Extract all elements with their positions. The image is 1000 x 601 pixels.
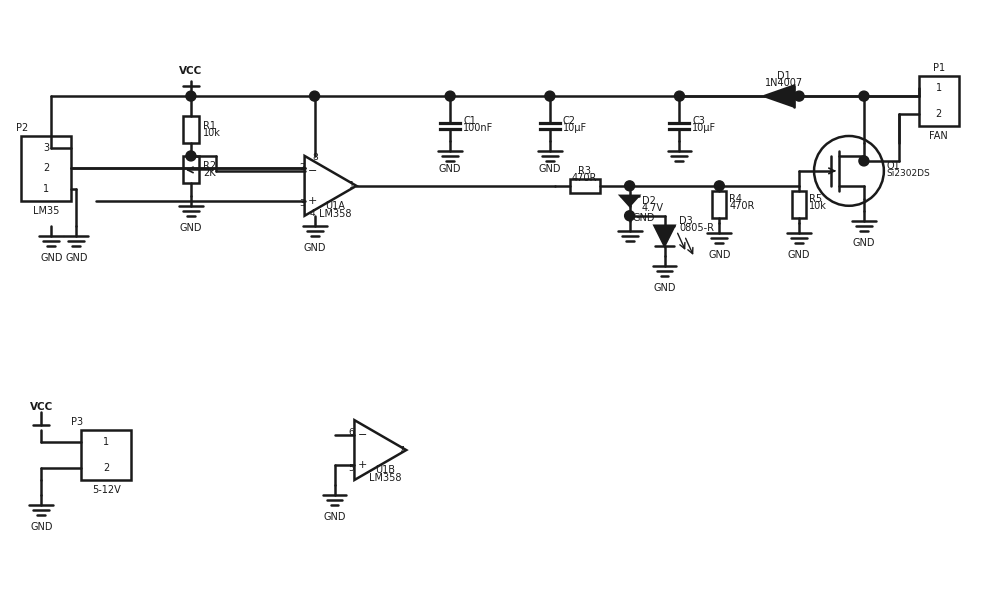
Bar [81,430,131,480]
Text: GND: GND [539,164,561,174]
Text: 470R: 470R [729,201,755,211]
Text: 4: 4 [310,209,315,218]
Text: U1A: U1A [326,201,345,211]
Text: LM35: LM35 [33,206,60,216]
Text: C3: C3 [692,116,705,126]
Text: GND: GND [788,249,810,260]
Circle shape [794,91,804,101]
Bar [21,136,71,201]
Text: 100nF: 100nF [463,123,493,133]
Circle shape [545,91,555,101]
Text: 5-12V: 5-12V [92,485,121,495]
Bar [792,191,806,218]
Text: D3: D3 [679,216,693,226]
Text: +: + [308,196,317,206]
Bar [919,76,959,126]
Text: 470R: 470R [572,173,597,183]
Bar [183,156,199,183]
Text: R3: R3 [578,166,591,176]
Polygon shape [655,226,674,246]
Text: R2: R2 [203,161,216,171]
Circle shape [310,91,320,101]
Bar [570,179,600,193]
Text: FAN: FAN [929,131,948,141]
Bar [183,116,199,143]
Text: 2: 2 [43,163,49,174]
Text: GND: GND [653,282,676,293]
Polygon shape [305,156,356,216]
Text: P3: P3 [71,417,83,427]
Text: R1: R1 [203,121,216,131]
Text: 10k: 10k [809,201,827,211]
Text: R4: R4 [729,194,742,204]
Text: −: − [308,166,317,176]
Text: 10k: 10k [203,128,221,138]
Polygon shape [354,420,406,480]
Text: 5: 5 [349,463,354,472]
Text: R5: R5 [809,194,822,204]
Circle shape [674,91,684,101]
Text: 2: 2 [936,109,942,119]
Text: +: + [357,460,367,470]
Text: P2: P2 [16,123,29,133]
Text: D1: D1 [777,71,791,81]
Text: Si2302DS: Si2302DS [887,169,931,178]
Circle shape [859,156,869,166]
Text: 1: 1 [43,184,49,194]
Circle shape [714,181,724,191]
Text: GND: GND [180,223,202,233]
Text: LM358: LM358 [369,473,402,483]
Bar [712,191,726,218]
Text: U1B: U1B [375,465,395,475]
Text: LM358: LM358 [319,209,352,219]
Text: D2: D2 [642,196,655,206]
Text: 2K: 2K [203,168,216,178]
Circle shape [625,181,635,191]
Text: GND: GND [633,213,655,223]
Text: 10μF: 10μF [692,123,717,133]
Text: 6: 6 [349,427,354,436]
Text: GND: GND [439,164,461,174]
Circle shape [186,91,196,101]
Text: 1: 1 [349,182,354,191]
Text: VCC: VCC [179,66,203,76]
Text: 1: 1 [936,83,942,93]
Text: 4.7V: 4.7V [642,203,664,213]
Text: −: − [357,430,367,440]
Text: GND: GND [708,249,731,260]
Polygon shape [764,85,794,106]
Text: 3: 3 [43,143,49,153]
Circle shape [445,91,455,101]
Text: 1N4007: 1N4007 [765,78,803,88]
Text: 7: 7 [399,445,404,454]
Circle shape [186,151,196,161]
Text: 8: 8 [313,153,318,162]
Text: 2: 2 [103,463,109,473]
Circle shape [859,91,869,101]
Text: GND: GND [853,237,875,248]
Text: 2: 2 [299,163,305,172]
Circle shape [814,136,884,206]
Text: GND: GND [323,512,346,522]
Text: 0805-R: 0805-R [679,223,714,233]
Text: C2: C2 [563,116,576,126]
Text: P1: P1 [933,63,945,73]
Text: 10μF: 10μF [563,123,587,133]
Text: Q1: Q1 [887,161,901,171]
Text: GND: GND [303,243,326,252]
Circle shape [625,211,635,221]
Text: GND: GND [40,252,63,263]
Text: GND: GND [65,252,88,263]
Text: C1: C1 [463,116,476,126]
Text: 3: 3 [299,200,305,209]
Text: 1: 1 [103,437,109,447]
Text: VCC: VCC [30,402,53,412]
Polygon shape [621,196,639,206]
Text: GND: GND [30,522,53,532]
